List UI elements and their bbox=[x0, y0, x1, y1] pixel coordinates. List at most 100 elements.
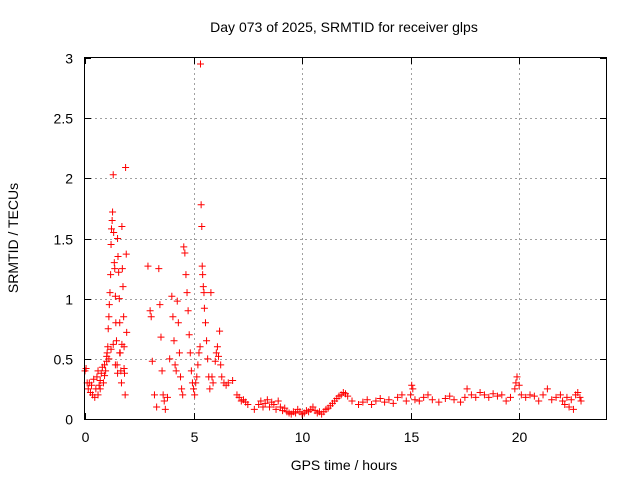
data-point bbox=[106, 289, 114, 297]
data-point bbox=[172, 367, 180, 375]
data-point bbox=[281, 404, 289, 412]
data-point bbox=[216, 327, 224, 335]
data-point bbox=[168, 292, 176, 300]
data-point bbox=[194, 361, 202, 369]
data-point bbox=[263, 396, 271, 404]
data-point bbox=[110, 228, 118, 236]
data-points bbox=[81, 60, 585, 418]
y-tick-label: 1 bbox=[65, 292, 73, 308]
data-point bbox=[197, 201, 205, 209]
data-point bbox=[200, 304, 208, 312]
data-point bbox=[376, 395, 384, 403]
data-point bbox=[235, 393, 243, 401]
data-point bbox=[84, 385, 92, 393]
data-point bbox=[178, 385, 186, 393]
data-point bbox=[213, 343, 221, 351]
data-point bbox=[160, 397, 168, 405]
data-point bbox=[196, 343, 204, 351]
data-point bbox=[211, 357, 219, 365]
data-point bbox=[355, 401, 363, 409]
x-tick-label: 5 bbox=[191, 429, 199, 445]
data-point bbox=[190, 385, 198, 393]
data-point bbox=[208, 373, 216, 381]
data-point bbox=[193, 373, 201, 381]
tick-labels: 0 5 10 15 20 0 0.5 1 1.5 2 2.5 3 bbox=[54, 51, 528, 446]
data-point bbox=[522, 393, 530, 401]
data-point bbox=[394, 393, 402, 401]
data-point bbox=[191, 391, 199, 399]
data-point bbox=[381, 398, 389, 406]
data-point bbox=[175, 349, 183, 357]
data-point bbox=[155, 265, 163, 273]
data-point bbox=[543, 385, 551, 393]
data-point bbox=[368, 401, 376, 409]
data-point bbox=[120, 313, 128, 321]
data-point bbox=[472, 393, 480, 401]
data-point bbox=[344, 392, 352, 400]
data-point bbox=[526, 391, 534, 399]
data-point bbox=[107, 225, 115, 233]
data-point bbox=[121, 391, 129, 399]
data-point bbox=[407, 391, 415, 399]
data-point bbox=[187, 367, 195, 375]
data-point bbox=[101, 361, 109, 369]
data-point bbox=[539, 391, 547, 399]
data-point bbox=[463, 385, 471, 393]
data-point bbox=[171, 361, 179, 369]
data-point bbox=[96, 385, 104, 393]
data-point bbox=[117, 379, 125, 387]
data-point bbox=[173, 297, 181, 305]
data-point bbox=[104, 325, 112, 333]
data-point bbox=[552, 393, 560, 401]
data-point bbox=[359, 398, 367, 406]
data-point bbox=[148, 357, 156, 365]
data-point bbox=[144, 262, 152, 270]
data-point bbox=[118, 340, 126, 348]
data-point bbox=[119, 283, 127, 291]
data-point bbox=[195, 349, 203, 357]
chart-title: Day 073 of 2025, SRMTID for receiver glp… bbox=[210, 19, 478, 35]
data-point bbox=[244, 401, 252, 409]
data-point bbox=[115, 268, 123, 276]
data-point bbox=[411, 396, 419, 404]
data-point bbox=[146, 307, 154, 315]
data-point bbox=[577, 397, 585, 405]
data-point bbox=[156, 301, 164, 309]
data-point bbox=[105, 313, 113, 321]
data-point bbox=[118, 265, 126, 273]
data-point bbox=[120, 364, 128, 372]
data-point bbox=[99, 379, 107, 387]
data-point bbox=[170, 337, 178, 345]
data-point bbox=[105, 301, 113, 309]
data-point bbox=[428, 396, 436, 404]
data-point bbox=[204, 355, 212, 363]
x-tick-label: 0 bbox=[82, 429, 90, 445]
data-point bbox=[93, 373, 101, 381]
data-point bbox=[402, 397, 410, 405]
data-point bbox=[147, 313, 155, 321]
data-point bbox=[372, 397, 380, 405]
plot-frame bbox=[84, 57, 607, 420]
data-point bbox=[158, 367, 166, 375]
data-point bbox=[498, 391, 506, 399]
data-point bbox=[556, 391, 564, 399]
data-point bbox=[493, 392, 501, 400]
data-point bbox=[179, 391, 187, 399]
data-point bbox=[157, 333, 165, 341]
data-point bbox=[565, 403, 573, 411]
data-point bbox=[292, 409, 300, 417]
y-tick-label: 1.5 bbox=[54, 232, 74, 248]
data-point bbox=[199, 271, 207, 279]
data-point bbox=[159, 391, 167, 399]
data-point bbox=[385, 396, 393, 404]
data-point bbox=[109, 208, 117, 216]
data-point bbox=[424, 391, 432, 399]
data-point bbox=[94, 391, 102, 399]
data-point bbox=[259, 403, 267, 411]
data-point bbox=[389, 399, 397, 407]
data-point bbox=[196, 60, 204, 68]
data-point bbox=[559, 397, 567, 405]
data-point bbox=[110, 259, 118, 267]
data-point bbox=[517, 391, 525, 399]
